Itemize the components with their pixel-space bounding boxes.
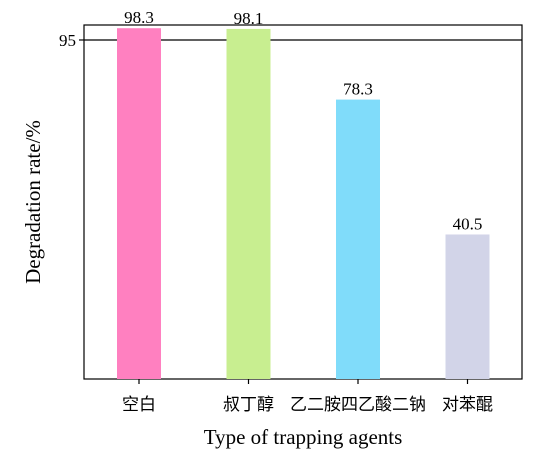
data-label: 40.5 bbox=[453, 214, 483, 233]
bar bbox=[226, 28, 271, 379]
bar bbox=[336, 99, 380, 379]
y-axis-title: Degradation rate/% bbox=[21, 120, 45, 284]
bars bbox=[117, 28, 490, 379]
y-axis-ticks: 95 bbox=[59, 31, 84, 50]
plot-frame bbox=[83, 24, 523, 380]
category-label: 空白 bbox=[122, 395, 156, 415]
x-axis-ticks bbox=[138, 379, 469, 384]
data-label: 98.3 bbox=[124, 8, 154, 27]
bar bbox=[117, 28, 161, 379]
x-axis-title: Type of trapping agents bbox=[204, 425, 403, 449]
category-labels: 空白 叔丁醇 乙二胺四乙酸二钠 对苯醌 bbox=[122, 395, 493, 415]
category-label: 乙二胺四乙酸二钠 bbox=[290, 395, 426, 415]
data-labels: 98.3 98.1 78.3 40.5 bbox=[124, 8, 482, 233]
data-label: 78.3 bbox=[343, 80, 373, 99]
y-tick-label: 95 bbox=[59, 31, 76, 50]
category-label: 叔丁醇 bbox=[223, 395, 274, 415]
data-label: 98.1 bbox=[234, 9, 264, 28]
bar bbox=[445, 234, 490, 379]
category-label: 对苯醌 bbox=[442, 395, 493, 415]
